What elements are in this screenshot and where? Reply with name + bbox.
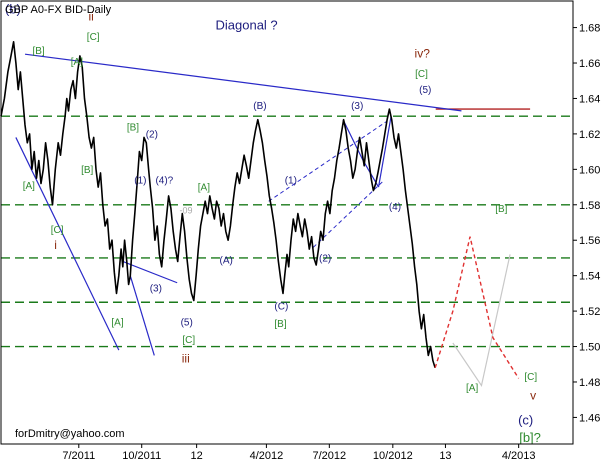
- wave-label: [A]: [466, 383, 478, 394]
- wave-label: (C): [274, 301, 288, 312]
- y-tick-label: 1.48: [579, 377, 600, 389]
- projection-line: [434, 236, 520, 379]
- y-tick-label: 1.56: [579, 235, 600, 247]
- wave-label: ii: [89, 9, 94, 23]
- y-tick-label: 1.46: [579, 412, 600, 424]
- wave-label: (3): [351, 101, 363, 112]
- y-tick-label: 1.66: [579, 58, 600, 70]
- chart-title: GBP A0-FX BID-Daily: [5, 4, 112, 16]
- wave-label: (3): [150, 284, 162, 295]
- x-axis: 7/2011 10/2011 12 4/2012 7/2012 10/2012 13 4/20…: [62, 444, 535, 462]
- x-tick-label: 4/2013: [502, 450, 536, 462]
- wave-label: [B]: [81, 165, 93, 176]
- wave-label: [b]?: [519, 430, 541, 445]
- wave-label: v: [530, 389, 536, 403]
- wave-label: [A]: [71, 57, 83, 68]
- wave-label: [B]: [495, 204, 507, 215]
- wave-label: -09: [179, 206, 192, 216]
- wave-label: iii: [182, 351, 190, 365]
- x-tick-label: 10/2012: [373, 450, 413, 462]
- y-tick-label: 1.64: [579, 93, 600, 105]
- x-tick-label: 13: [439, 450, 451, 462]
- wave-label: [C]: [87, 32, 100, 43]
- wave-label: [C]: [182, 335, 195, 346]
- x-tick-label: 12: [190, 450, 202, 462]
- price-series: [0, 40, 436, 369]
- wave-label: [B]: [274, 319, 286, 330]
- wave-labels: (b) ii [C] [B] [A] Diagonal ? iv? [C] (5) (B) (3) […: [5, 1, 541, 445]
- trendline: [122, 260, 178, 284]
- wave-label: (A): [220, 255, 233, 266]
- y-tick-label: 1.52: [579, 306, 600, 318]
- x-tick-label: 10/2011: [122, 450, 161, 462]
- y-tick-label: 1.50: [579, 342, 600, 354]
- wave-label: [A]: [198, 183, 210, 194]
- footer-email: forDmitry@yahoo.com: [15, 428, 125, 440]
- wave-label: (B): [253, 101, 266, 112]
- wave-label: (2): [146, 129, 158, 140]
- wave-label: [A]: [111, 317, 123, 328]
- price-line: [0, 40, 436, 369]
- wave-label: (2): [319, 253, 331, 264]
- wave-label: (5): [419, 85, 431, 96]
- wave-label: (5): [181, 317, 193, 328]
- wave-label: [C]: [524, 372, 537, 383]
- x-tick-label: 7/2012: [312, 450, 346, 462]
- wave-label: [B]: [32, 46, 44, 57]
- y-tick-label: 1.62: [579, 129, 600, 141]
- channel-line: [268, 121, 387, 202]
- wave-label: (4): [389, 202, 401, 213]
- trendline: [24, 53, 462, 112]
- x-tick-label: 4/2012: [250, 450, 284, 462]
- y-tick-label: 1.58: [579, 200, 600, 212]
- wave-label: (4)?: [155, 176, 173, 187]
- projection-alt-line: [452, 254, 511, 388]
- wave-label: (c): [518, 413, 533, 428]
- trendline: [129, 275, 155, 356]
- wave-label: Diagonal ?: [216, 17, 278, 32]
- wave-label: i: [54, 238, 57, 252]
- y-tick-label: 1.60: [579, 164, 600, 176]
- y-axis: 1.68 1.66 1.64 1.62 1.60 1.58 1.56 1.54 1.52 1.50…: [573, 23, 600, 424]
- y-tick-label: 1.54: [579, 271, 600, 283]
- channel-line: [312, 181, 383, 248]
- wave-label: [B]: [127, 122, 139, 133]
- y-tick-label: 1.68: [579, 23, 600, 35]
- wave-label: (1): [285, 176, 297, 187]
- projection-paths: [434, 236, 520, 388]
- wave-label: (1): [134, 176, 146, 187]
- trendline: [15, 137, 120, 351]
- plot-frame: [0, 0, 574, 445]
- wave-label: [A]: [23, 181, 35, 192]
- x-tick-label: 7/2011: [62, 450, 95, 462]
- wave-label: iv?: [415, 47, 431, 61]
- wave-label: [C]: [51, 225, 64, 236]
- wave-label: (b): [5, 1, 21, 16]
- trendline: [342, 119, 364, 161]
- trendline: [377, 116, 392, 188]
- wave-label: [C]: [415, 69, 428, 80]
